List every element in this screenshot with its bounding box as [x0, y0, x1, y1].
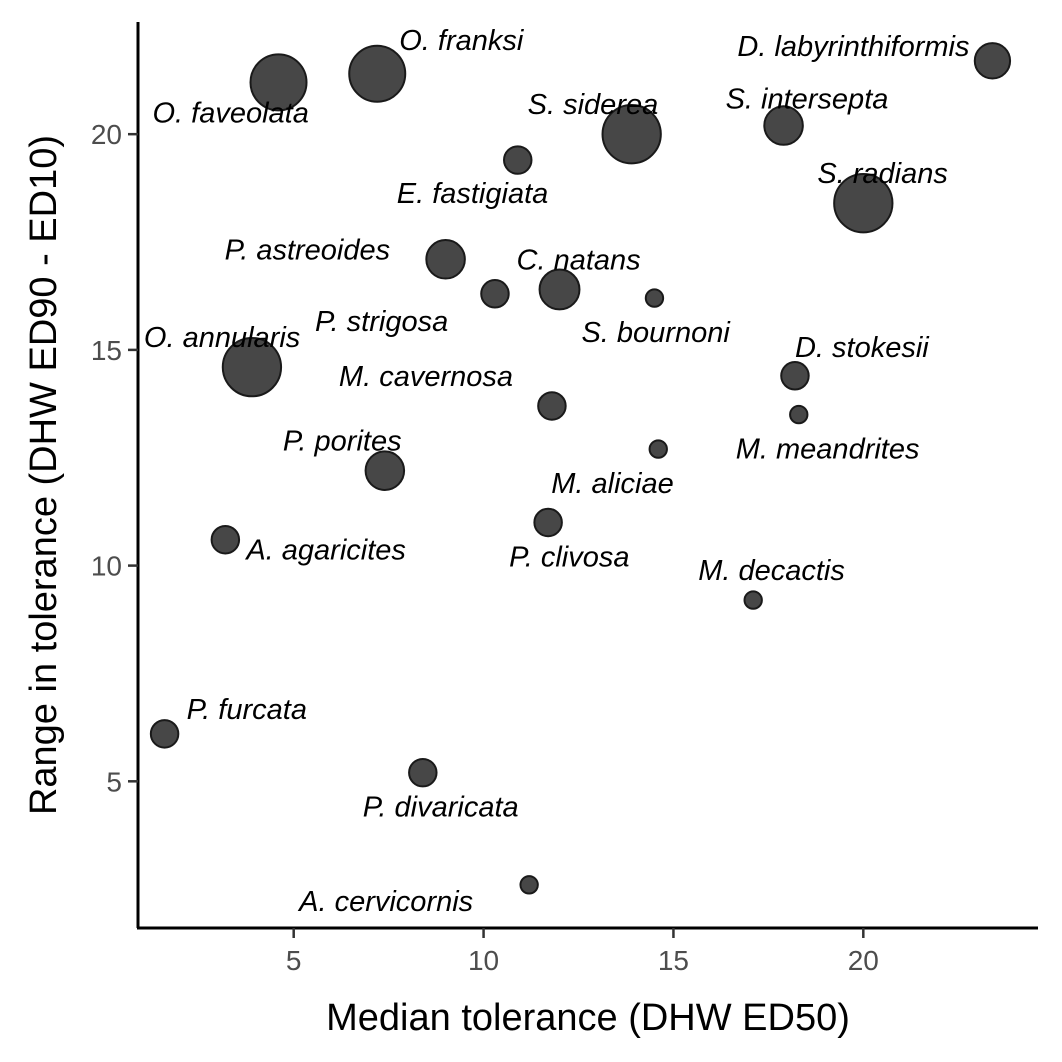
point-label: P. porites: [283, 426, 402, 458]
point-label: P. strigosa: [315, 306, 448, 338]
data-point: [833, 173, 894, 234]
data-point: [973, 42, 1012, 80]
points: [149, 42, 1012, 895]
y-tick-label: 20: [91, 119, 122, 150]
data-point: [601, 104, 662, 165]
data-point: [519, 875, 539, 895]
y-tick-label: 10: [91, 551, 122, 582]
point-label: P. astreoides: [225, 234, 391, 266]
data-point: [648, 439, 668, 459]
data-point: [221, 336, 283, 398]
data-point: [537, 391, 567, 421]
data-point: [348, 44, 407, 103]
point-label: D. labyrinthiformis: [737, 31, 969, 63]
point-label: O. franksi: [399, 25, 525, 57]
data-point: [503, 145, 533, 175]
data-point: [425, 239, 466, 280]
point-label: O. annularis: [144, 322, 300, 354]
data-point: [644, 288, 665, 308]
ticks: 5 10 15 20 5 10 15 20: [91, 119, 879, 976]
point-label: S. bournoni: [581, 317, 731, 349]
point-label: M. cavernosa: [339, 361, 513, 393]
data-point: [149, 719, 180, 749]
point-label: A. agaricites: [244, 535, 406, 567]
point-label: P. clivosa: [509, 541, 629, 573]
x-axis-title: Median tolerance (DHW ED50): [326, 997, 850, 1039]
data-point: [408, 757, 438, 788]
data-point: [364, 450, 406, 491]
point-labels: O. franksi O. faveolata D. labyrinthiformi…: [144, 25, 970, 918]
y-tick-label: 15: [91, 335, 122, 366]
y-tick-label: 5: [106, 766, 122, 797]
point-label: M. meandrites: [736, 434, 920, 466]
point-label: S. radians: [817, 158, 948, 190]
data-point: [249, 53, 308, 112]
point-label: A. cervicornis: [297, 886, 473, 918]
point-label: D. stokesii: [795, 332, 930, 364]
data-point: [743, 590, 763, 610]
point-label: O. faveolata: [153, 97, 309, 129]
point-label: M. aliciae: [551, 468, 674, 500]
point-label: P. furcata: [187, 694, 307, 726]
point-label: M. decactis: [698, 555, 845, 587]
y-axis-title: Range in tolerance (DHW ED90 - ED10): [23, 135, 65, 815]
point-label: S. siderea: [528, 89, 659, 121]
data-point: [780, 361, 810, 391]
data-point: [538, 268, 581, 311]
point-label: C. natans: [517, 244, 641, 276]
point-label: E. fastigiata: [397, 178, 549, 210]
x-tick-label: 20: [848, 945, 879, 976]
data-point: [763, 105, 804, 146]
data-point: [210, 524, 241, 555]
point-label: P. divaricata: [363, 792, 519, 824]
data-point: [533, 507, 563, 538]
data-point: [480, 279, 510, 309]
data-point: [789, 404, 809, 425]
point-label: S. intersepta: [726, 84, 889, 116]
x-tick-label: 10: [468, 945, 499, 976]
axes: [136, 22, 1038, 930]
x-tick-label: 15: [658, 945, 689, 976]
x-tick-label: 5: [286, 945, 302, 976]
